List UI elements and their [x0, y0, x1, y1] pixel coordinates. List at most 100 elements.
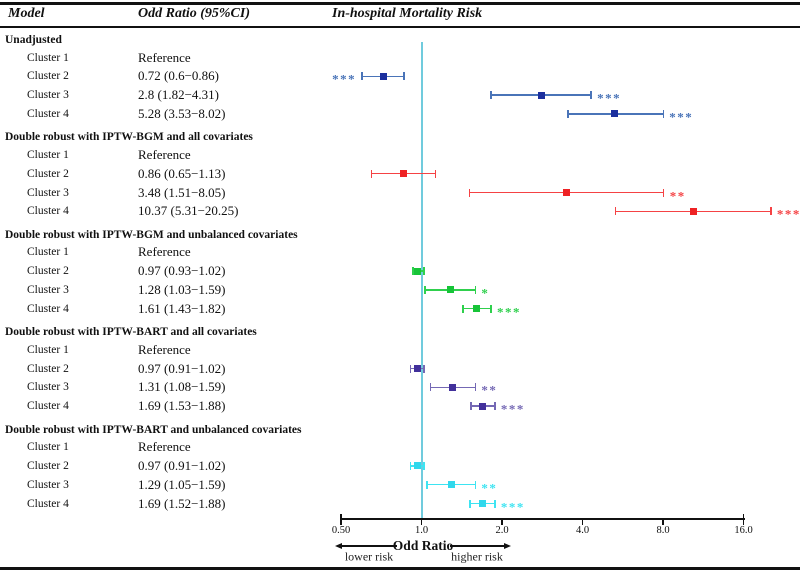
cluster-label: Cluster 2: [27, 167, 69, 180]
ci-cap-high: [423, 267, 425, 276]
cluster-label: Cluster 3: [27, 381, 69, 394]
or-ci-value: 0.97 (0.91−1.02): [138, 360, 226, 376]
reference-line-or-1: [420, 42, 423, 518]
axis-tick-label: 8.0: [656, 525, 670, 536]
or-point-marker: [414, 462, 422, 470]
significance-stars: ***: [500, 499, 525, 514]
ci-cap-high: [662, 188, 665, 197]
axis-tick: [662, 519, 664, 525]
significance-stars: ***: [332, 71, 357, 87]
group-label: Double robust with IPTW-BGM and all cova…: [5, 131, 253, 144]
group-label: Double robust with IPTW-BART and all cov…: [5, 326, 257, 339]
ci-cap-high: [490, 304, 492, 313]
top-border-rule: [0, 2, 800, 5]
or-ci-value: 10.37 (5.31−20.25): [138, 203, 239, 219]
cluster-label: Cluster 1: [27, 51, 69, 64]
cluster-label: Cluster 4: [27, 205, 69, 218]
cluster-label: Cluster 3: [27, 186, 69, 199]
ci-cap-low: [409, 364, 412, 373]
cluster-label: Cluster 1: [27, 441, 69, 454]
or-ci-value: 3.48 (1.51−8.05): [138, 184, 226, 200]
ci-cap-low: [490, 91, 492, 100]
or-point-marker: [379, 72, 387, 80]
ci-cap-low: [412, 267, 414, 276]
ci-cap-high: [770, 207, 772, 216]
or-ci-value: 5.28 (3.53−8.02): [138, 105, 226, 121]
cluster-label: Cluster 4: [27, 497, 69, 510]
axis-tick: [340, 513, 342, 525]
or-ci-value: Reference: [138, 49, 191, 65]
or-point-marker: [478, 402, 486, 410]
ci-cap-low: [429, 383, 432, 392]
cluster-label: Cluster 2: [27, 265, 69, 278]
or-ci-value: 1.31 (1.08−1.59): [138, 379, 226, 395]
or-ci-value: 0.97 (0.93−1.02): [138, 263, 226, 279]
higher-risk-label: higher risk: [451, 549, 503, 564]
significance-stars: ***: [669, 109, 694, 125]
axis-tick-label: 1.0: [414, 525, 429, 536]
or-ci-value: Reference: [138, 244, 191, 260]
header-underline-rule: [0, 26, 800, 28]
axis-tick: [581, 519, 584, 525]
cluster-label: Cluster 1: [27, 148, 69, 161]
column-header-plot-title: In-hospital Mortality Risk: [332, 6, 483, 21]
or-point-marker: [473, 305, 481, 313]
ci-cap-high: [403, 72, 405, 81]
column-header-odd-ratio: Odd Ratio (95%CI): [138, 6, 250, 21]
ci-cap-high: [474, 480, 477, 489]
or-ci-value: 0.86 (0.65−1.13): [138, 165, 226, 181]
ci-cap-low: [614, 207, 617, 216]
axis-tick-label: 4.0: [575, 525, 590, 536]
significance-stars: ***: [776, 206, 800, 222]
group-label: Unadjusted: [5, 34, 62, 46]
or-point-marker: [414, 267, 422, 275]
ci-cap-low: [462, 304, 464, 313]
cluster-label: Cluster 2: [27, 459, 69, 472]
or-ci-value: 1.61 (1.43−1.82): [138, 300, 226, 316]
significance-stars: **: [669, 188, 686, 203]
significance-stars: **: [481, 382, 498, 398]
ci-cap-high: [434, 169, 437, 178]
ci-cap-high: [494, 402, 496, 411]
or-ci-value: Reference: [138, 146, 191, 162]
significance-stars: ***: [497, 304, 522, 320]
lower-risk-arrowhead-icon: [335, 542, 342, 549]
or-ci-value: 1.28 (1.03−1.59): [138, 281, 226, 297]
or-point-marker: [446, 286, 454, 294]
ci-cap-high: [474, 285, 477, 294]
ci-cap-high: [423, 364, 425, 373]
ci-cap-low: [469, 499, 471, 508]
cluster-label: Cluster 3: [27, 89, 69, 102]
lower-risk-arrow-line: [341, 545, 397, 547]
cluster-label: Cluster 3: [27, 478, 69, 491]
ci-cap-high: [474, 383, 477, 392]
x-axis-title: Odd Ratio: [392, 538, 454, 553]
or-point-marker: [611, 110, 619, 118]
bottom-border-rule: [0, 567, 800, 570]
or-ci-value: 1.69 (1.52−1.88): [138, 495, 226, 511]
ci-cap-low: [409, 461, 412, 470]
cluster-label: Cluster 2: [27, 362, 69, 375]
group-label: Double robust with IPTW-BGM and unbalanc…: [5, 228, 298, 241]
ci-cap-high: [590, 91, 592, 100]
or-point-marker: [447, 481, 455, 489]
x-axis-line: [340, 518, 745, 520]
ci-cap-low: [468, 188, 471, 197]
or-ci-value: 1.29 (1.05−1.59): [138, 476, 226, 492]
group-label: Double robust with IPTW-BART and unbalan…: [5, 423, 302, 436]
or-point-marker: [689, 207, 697, 215]
or-point-marker: [400, 170, 408, 178]
or-point-marker: [562, 189, 570, 196]
or-ci-value: Reference: [138, 341, 191, 357]
ci-cap-low: [470, 402, 472, 411]
ci-cap-low: [370, 169, 373, 178]
significance-stars: ***: [500, 401, 525, 417]
significance-stars: **: [481, 480, 498, 496]
significance-stars: *: [481, 285, 490, 301]
axis-tick: [742, 513, 745, 525]
axis-tick-label: 2.0: [495, 525, 509, 536]
or-ci-value: Reference: [138, 439, 191, 455]
lower-risk-label: lower risk: [344, 549, 394, 564]
or-point-marker: [414, 365, 422, 372]
